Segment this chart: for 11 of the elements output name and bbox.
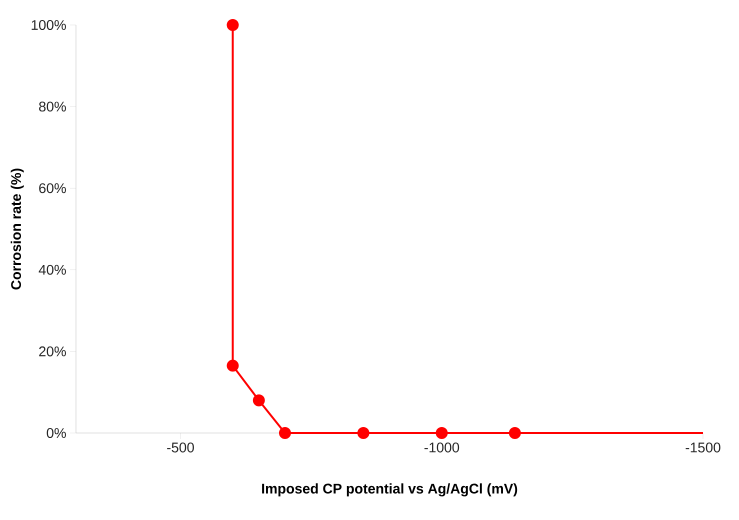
y-tick-label: 40% bbox=[38, 264, 66, 275]
y-tick-label: 80% bbox=[39, 102, 66, 112]
y-axis-title: Corrosion rate (%) bbox=[10, 168, 24, 290]
y-tick-label: 20% bbox=[39, 346, 66, 356]
y-tick-label: 60% bbox=[39, 183, 66, 194]
x-tick-label: -500 bbox=[167, 442, 194, 452]
x-tick-label: -1500 bbox=[686, 442, 720, 452]
x-tick-label: -1000 bbox=[424, 442, 460, 452]
y-tick-label: 100% bbox=[32, 20, 66, 30]
x-axis-title: Imposed CP potential vs Ag/AgCl (mV) bbox=[262, 483, 518, 496]
y-tick-label: 0% bbox=[46, 428, 66, 438]
